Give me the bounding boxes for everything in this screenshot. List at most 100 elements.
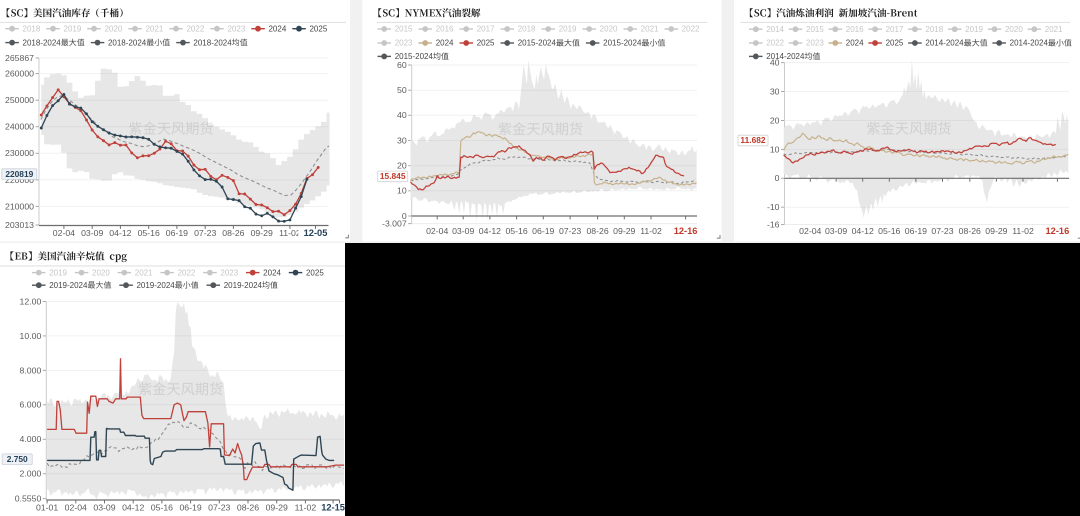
svg-text:2025: 2025 (309, 24, 327, 33)
svg-text:2025: 2025 (477, 39, 495, 48)
svg-text:6.000: 6.000 (20, 400, 42, 410)
svg-text:240000: 240000 (5, 122, 34, 132)
svg-text:2018: 2018 (518, 25, 536, 34)
svg-text:2020: 2020 (104, 24, 122, 33)
svg-text:2025: 2025 (306, 268, 324, 277)
svg-text:2015-2024: 2015-2024 (395, 52, 434, 61)
svg-text:2020: 2020 (92, 268, 110, 277)
svg-text:2018-2024: 2018-2024 (108, 38, 147, 47)
svg-text:11-02: 11-02 (295, 503, 317, 513)
svg-text:2016: 2016 (436, 25, 454, 34)
svg-text:8.000: 8.000 (20, 365, 42, 375)
svg-text:0: 0 (775, 173, 780, 183)
svg-text:2019: 2019 (559, 25, 577, 34)
svg-text:10: 10 (770, 144, 780, 154)
svg-text:12-15: 12-15 (321, 503, 345, 513)
svg-text:2014-2024: 2014-2024 (766, 52, 805, 61)
svg-text:0.5550: 0.5550 (15, 494, 42, 504)
svg-text:20: 20 (770, 115, 780, 125)
svg-text:2022: 2022 (178, 268, 196, 277)
svg-text:2022: 2022 (186, 24, 204, 33)
svg-text:11-02: 11-02 (1012, 226, 1034, 236)
svg-text:-16: -16 (767, 220, 780, 230)
svg-text:2019: 2019 (49, 268, 67, 277)
svg-text:12.00: 12.00 (20, 296, 42, 306)
svg-text:09-29: 09-29 (266, 503, 288, 513)
svg-text:06-19: 06-19 (179, 503, 201, 513)
svg-text:04-12: 04-12 (479, 226, 501, 236)
svg-text:230000: 230000 (5, 148, 34, 158)
svg-text:2021: 2021 (1045, 25, 1063, 34)
svg-text:40: 40 (770, 58, 780, 68)
svg-text:220819: 220819 (5, 169, 33, 179)
svg-text:2023: 2023 (806, 39, 824, 48)
svg-text:01-01: 01-01 (36, 503, 58, 513)
svg-text:2018-2024: 2018-2024 (23, 38, 62, 47)
svg-text:2019-2024: 2019-2024 (49, 281, 88, 290)
svg-text:10.00: 10.00 (20, 331, 42, 341)
svg-text:2023: 2023 (220, 268, 238, 277)
svg-text:2018: 2018 (23, 24, 41, 33)
svg-text:2020: 2020 (600, 25, 618, 34)
svg-text:2.750: 2.750 (7, 454, 28, 464)
svg-text:02-04: 02-04 (53, 228, 75, 238)
svg-text:2016: 2016 (846, 25, 864, 34)
svg-text:2019-2024: 2019-2024 (224, 281, 263, 290)
svg-text:2018: 2018 (925, 25, 943, 34)
svg-text:2020: 2020 (1005, 25, 1023, 34)
svg-text:4.000: 4.000 (20, 434, 42, 444)
svg-text:2023: 2023 (395, 39, 413, 48)
svg-text:06-19: 06-19 (905, 226, 927, 236)
svg-text:2021: 2021 (135, 268, 153, 277)
svg-text:08-26: 08-26 (237, 503, 259, 513)
svg-text:12-16: 12-16 (674, 226, 698, 236)
svg-text:2024: 2024 (846, 39, 864, 48)
svg-text:06-19: 06-19 (166, 228, 188, 238)
svg-text:08-26: 08-26 (959, 226, 981, 236)
svg-text:03-09: 03-09 (452, 226, 474, 236)
svg-text:11-02: 11-02 (640, 226, 662, 236)
svg-text:203013: 203013 (5, 220, 34, 230)
svg-text:11.682: 11.682 (740, 135, 765, 145)
svg-text:02-04: 02-04 (799, 226, 821, 236)
svg-text:05-16: 05-16 (151, 503, 173, 513)
svg-text:2021: 2021 (641, 25, 659, 34)
svg-text:2024: 2024 (268, 24, 286, 33)
svg-text:03-09: 03-09 (825, 226, 847, 236)
svg-text:2023: 2023 (227, 24, 245, 33)
svg-text:15.845: 15.845 (380, 171, 406, 181)
svg-text:03-09: 03-09 (81, 228, 103, 238)
svg-text:265867: 265867 (5, 53, 34, 63)
svg-text:02-04: 02-04 (426, 226, 448, 236)
svg-text:40: 40 (397, 110, 407, 120)
svg-text:07-23: 07-23 (931, 226, 953, 236)
svg-text:2022: 2022 (766, 39, 784, 48)
svg-text:05-16: 05-16 (505, 226, 527, 236)
svg-text:2024: 2024 (436, 39, 454, 48)
svg-text:2015: 2015 (395, 25, 413, 34)
svg-text:2014: 2014 (766, 25, 784, 34)
svg-text:2017: 2017 (477, 25, 495, 34)
svg-text:2024: 2024 (263, 268, 281, 277)
svg-text:08-26: 08-26 (222, 228, 244, 238)
svg-text:2014-2024: 2014-2024 (925, 39, 964, 48)
svg-text:10: 10 (397, 186, 407, 196)
svg-text:50: 50 (397, 85, 407, 95)
svg-text:2025: 2025 (886, 39, 904, 48)
svg-text:60: 60 (397, 60, 407, 70)
svg-text:06-19: 06-19 (532, 226, 554, 236)
svg-text:30: 30 (397, 135, 407, 145)
svg-text:05-16: 05-16 (878, 226, 900, 236)
svg-text:09-29: 09-29 (613, 226, 635, 236)
svg-text:05-16: 05-16 (138, 228, 160, 238)
svg-text:2.000: 2.000 (20, 469, 42, 479)
svg-text:09-29: 09-29 (985, 226, 1007, 236)
svg-text:30: 30 (770, 86, 780, 96)
svg-text:2017: 2017 (886, 25, 904, 34)
svg-text:04-12: 04-12 (122, 503, 144, 513)
svg-text:09-29: 09-29 (251, 228, 273, 238)
svg-text:20: 20 (397, 161, 407, 171)
svg-text:2021: 2021 (145, 24, 163, 33)
svg-text:-3.007: -3.007 (382, 219, 407, 229)
svg-text:2018-2024: 2018-2024 (193, 38, 232, 47)
